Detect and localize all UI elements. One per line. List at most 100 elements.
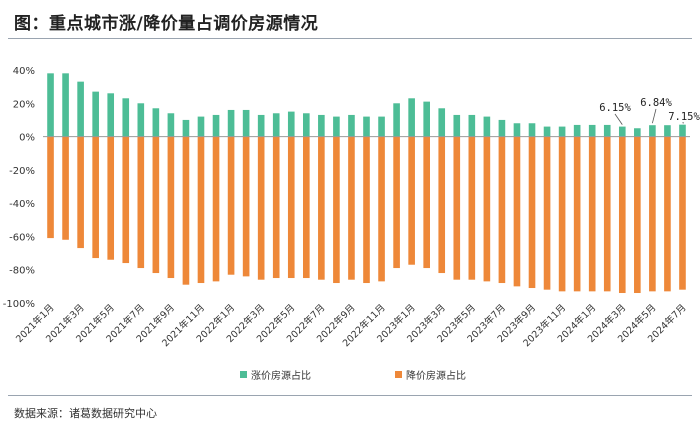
bar-down <box>182 136 190 285</box>
bar-up <box>197 116 205 137</box>
bar-up <box>558 126 566 137</box>
bar-down <box>137 136 145 269</box>
bar-down <box>603 136 611 292</box>
y-tick-label: -60% <box>9 232 35 243</box>
bar-down <box>528 136 536 289</box>
bar-down <box>558 136 566 292</box>
bar-up <box>634 128 641 137</box>
bar-up <box>453 114 461 137</box>
bar-down <box>378 136 385 282</box>
bar-down <box>287 136 295 279</box>
legend-label-down: 降价房源占比 <box>406 371 466 382</box>
bar-up <box>257 114 265 137</box>
title-divider <box>8 38 692 39</box>
bar-up <box>468 114 476 137</box>
bar-down <box>513 136 521 287</box>
bar-up <box>498 119 506 137</box>
bar-up <box>272 113 280 137</box>
bar-up <box>679 124 686 137</box>
bar-up <box>227 109 235 137</box>
y-tick-label: 0% <box>19 133 35 144</box>
bar-down <box>483 136 491 282</box>
bar-up <box>438 108 446 137</box>
bar-up <box>107 93 115 137</box>
bar-up <box>649 125 656 137</box>
legend-swatch-down <box>395 371 402 378</box>
annotation-label: 6.84% <box>640 97 672 109</box>
legend-item-down: 降价房源占比 <box>395 367 466 382</box>
bar-up <box>363 116 370 137</box>
bar-down <box>47 136 54 239</box>
bar-up <box>348 114 355 137</box>
bar-down <box>122 136 130 264</box>
bar-down <box>634 136 641 294</box>
y-tick-label: -20% <box>9 166 35 177</box>
bar-down <box>438 136 446 274</box>
bar-up <box>92 91 99 137</box>
bar-up <box>333 116 340 137</box>
bar-up <box>618 126 626 137</box>
bar-up <box>513 123 521 137</box>
bar-up <box>152 108 160 137</box>
bar-down <box>498 136 506 284</box>
annotation-label: 7.15% <box>668 111 700 123</box>
bar-down <box>227 136 235 275</box>
chart-legend: 涨价房源占比 降价房源占比 <box>0 367 700 383</box>
bar-down <box>333 136 340 284</box>
y-tick-label: -40% <box>9 199 35 210</box>
bar-down <box>618 136 626 294</box>
bar-down <box>242 136 250 277</box>
bar-up <box>664 125 671 137</box>
bar-down <box>588 136 596 292</box>
annotation-label: 6.15% <box>599 102 631 114</box>
bar-chart: 40%20%0%-20%-40%-60%-80%-100%2021年1月2021… <box>3 66 700 349</box>
chart-title: 图：重点城市涨/降价量占调价房源情况 <box>14 14 319 34</box>
y-tick-label: -80% <box>9 266 35 277</box>
bar-up <box>378 116 385 137</box>
bar-down <box>408 136 415 265</box>
bar-up <box>543 126 551 137</box>
bar-up <box>62 73 69 137</box>
footer-divider <box>8 395 692 396</box>
bar-up <box>423 101 430 137</box>
legend-item-up: 涨价房源占比 <box>240 367 311 382</box>
bar-down <box>77 136 84 249</box>
source-note: 数据来源：诸葛数据研究中心 <box>14 407 157 420</box>
y-tick-label: -100% <box>3 299 35 310</box>
bar-up <box>137 103 145 137</box>
bar-down <box>468 136 476 280</box>
bar-up <box>393 103 400 137</box>
annotation-leader-line <box>651 108 657 124</box>
bar-down <box>543 136 551 290</box>
bar-up <box>77 81 84 137</box>
bar-down <box>679 136 686 290</box>
bar-down <box>318 136 325 280</box>
legend-swatch-up <box>240 371 247 378</box>
bar-down <box>107 136 115 260</box>
bar-down <box>664 136 671 292</box>
bar-down <box>272 136 280 279</box>
bar-up <box>573 124 581 137</box>
bar-down <box>363 136 370 284</box>
bar-down <box>649 136 656 292</box>
bar-down <box>573 136 581 292</box>
bar-up <box>287 111 295 137</box>
bar-down <box>92 136 99 259</box>
bar-up <box>318 114 325 137</box>
bar-down <box>393 136 400 269</box>
bar-up <box>408 98 415 137</box>
bar-down <box>348 136 355 280</box>
bar-up <box>588 124 596 137</box>
bar-up <box>167 113 175 137</box>
bar-down <box>303 136 310 279</box>
bar-up <box>122 98 130 137</box>
bar-up <box>47 73 54 137</box>
bar-up <box>528 123 536 137</box>
y-tick-label: 40% <box>13 66 35 77</box>
bar-up <box>603 124 611 137</box>
bar-down <box>197 136 205 284</box>
bar-down <box>257 136 265 280</box>
y-tick-label: 20% <box>13 99 35 110</box>
legend-label-up: 涨价房源占比 <box>251 371 311 382</box>
bar-up <box>212 114 220 137</box>
